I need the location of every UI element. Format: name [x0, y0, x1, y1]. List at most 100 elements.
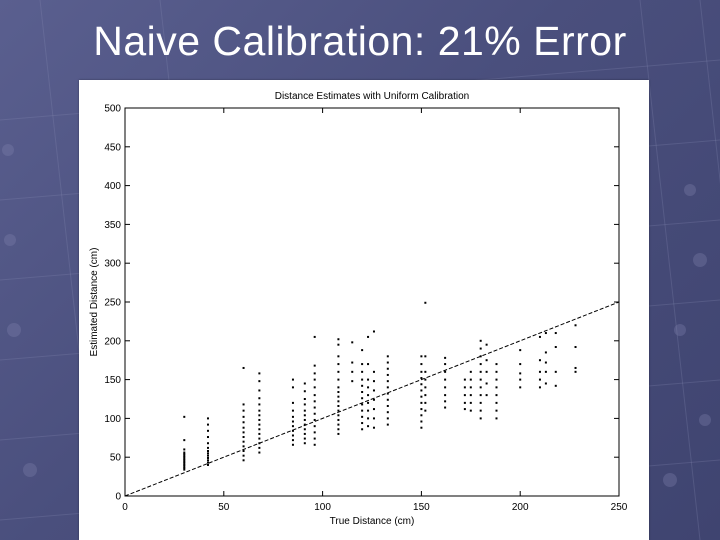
data-point	[291, 378, 294, 381]
y-tick-label: 200	[104, 336, 121, 347]
data-point	[574, 324, 577, 327]
data-point	[206, 456, 209, 459]
data-point	[258, 451, 261, 454]
data-point	[420, 414, 423, 417]
data-point	[242, 426, 245, 429]
data-point	[183, 448, 186, 451]
data-point	[574, 366, 577, 369]
data-point	[479, 339, 482, 342]
data-point	[424, 401, 427, 404]
data-point	[337, 343, 340, 346]
data-point	[372, 330, 375, 333]
data-point	[361, 415, 364, 418]
data-point	[386, 386, 389, 389]
chart-title: Distance Estimates with Uniform Calibrat…	[275, 91, 470, 102]
data-point	[206, 446, 209, 449]
data-point	[495, 378, 498, 381]
data-point	[303, 409, 306, 412]
data-point	[479, 355, 482, 358]
data-point	[420, 408, 423, 411]
data-point	[258, 423, 261, 426]
data-point	[479, 401, 482, 404]
data-point	[485, 394, 488, 397]
data-point	[544, 370, 547, 373]
data-point	[258, 446, 261, 449]
x-tick-label: 150	[413, 502, 430, 513]
data-point	[495, 401, 498, 404]
data-point	[183, 456, 186, 459]
data-point	[361, 397, 364, 400]
data-point	[420, 420, 423, 423]
data-point	[258, 397, 261, 400]
data-point	[367, 409, 370, 412]
data-point	[183, 454, 186, 457]
data-point	[469, 378, 472, 381]
data-point	[420, 363, 423, 366]
data-point	[337, 409, 340, 412]
data-point	[372, 426, 375, 429]
data-point	[361, 422, 364, 425]
data-point	[386, 355, 389, 358]
data-point	[386, 392, 389, 395]
data-point	[183, 460, 186, 463]
data-point	[479, 386, 482, 389]
data-point	[554, 332, 557, 335]
data-point	[258, 414, 261, 417]
data-point	[206, 442, 209, 445]
data-point	[337, 391, 340, 394]
data-point	[367, 401, 370, 404]
data-point	[303, 414, 306, 417]
data-point	[361, 370, 364, 373]
data-point	[183, 459, 186, 462]
chart-figure: Distance Estimates with Uniform Calibrat…	[79, 80, 649, 540]
y-tick-label: 150	[104, 375, 121, 386]
y-tick-label: 300	[104, 259, 121, 270]
data-point	[538, 370, 541, 373]
data-point	[183, 451, 186, 454]
data-point	[519, 378, 522, 381]
data-point	[361, 384, 364, 387]
data-point	[479, 370, 482, 373]
data-point	[519, 363, 522, 366]
data-point	[386, 417, 389, 420]
data-point	[242, 415, 245, 418]
data-point	[303, 428, 306, 431]
data-point	[303, 423, 306, 426]
data-point	[258, 437, 261, 440]
data-point	[258, 432, 261, 435]
data-point	[242, 366, 245, 369]
data-point	[313, 378, 316, 381]
reference-line	[124, 301, 620, 497]
data-point	[544, 332, 547, 335]
data-point	[242, 421, 245, 424]
data-point	[242, 445, 245, 448]
data-point	[463, 394, 466, 397]
data-point	[574, 370, 577, 373]
data-point	[386, 380, 389, 383]
data-point	[463, 386, 466, 389]
data-point	[303, 390, 306, 393]
data-point	[291, 425, 294, 428]
data-point	[386, 373, 389, 376]
data-point	[351, 361, 354, 364]
data-point	[372, 417, 375, 420]
data-point	[361, 363, 364, 366]
data-point	[183, 465, 186, 468]
data-point	[291, 401, 294, 404]
data-point	[420, 401, 423, 404]
data-point	[420, 395, 423, 398]
data-point	[258, 380, 261, 383]
data-point	[337, 363, 340, 366]
data-point	[242, 431, 245, 434]
x-tick-label: 250	[611, 502, 628, 513]
data-point	[313, 412, 316, 415]
data-point	[303, 442, 306, 445]
data-point	[258, 442, 261, 445]
data-point	[291, 443, 294, 446]
data-point	[538, 335, 541, 338]
data-point	[313, 443, 316, 446]
data-point	[544, 351, 547, 354]
data-point	[242, 449, 245, 452]
data-point	[183, 439, 186, 442]
data-point	[183, 453, 186, 456]
